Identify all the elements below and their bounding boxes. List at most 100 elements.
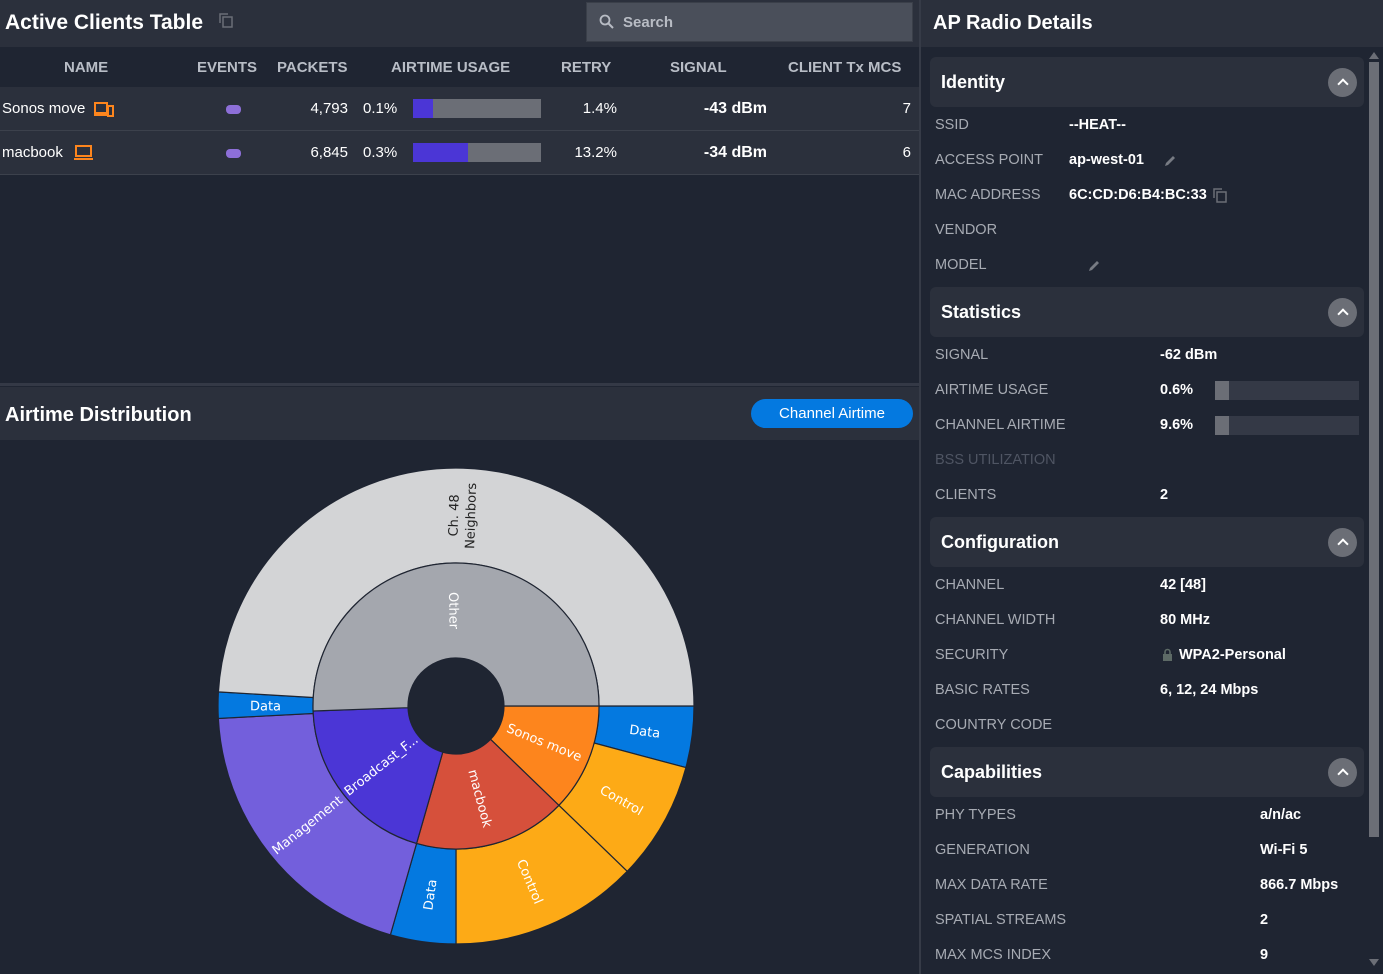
section-configuration[interactable]: Configuration — [930, 517, 1364, 567]
collapse-chevron-icon[interactable] — [1328, 528, 1357, 557]
label-line: Neighbors — [463, 482, 480, 549]
sunburst-chart: DataControlControlDataManagementDataCh. … — [217, 467, 695, 945]
col-packets[interactable]: PACKETS — [277, 59, 348, 76]
outer-label: Data — [250, 699, 281, 714]
copy-icon[interactable] — [1212, 187, 1228, 203]
inner-segment[interactable] — [489, 705, 600, 807]
field-label: CHANNEL — [935, 577, 1005, 593]
outer-label: Ch. 48Neighbors — [446, 482, 480, 549]
inner-segment[interactable] — [312, 562, 600, 712]
label-line: Other — [445, 592, 461, 630]
panel-splitter[interactable] — [919, 0, 921, 974]
packets: 6,845 — [310, 144, 348, 161]
field-value: 0.6% — [1160, 382, 1194, 398]
inner-segment[interactable] — [415, 738, 560, 850]
col-name[interactable]: NAME — [64, 59, 109, 76]
field-value: 866.7 Mbps — [1260, 877, 1339, 893]
scroll-down-icon[interactable] — [1368, 958, 1380, 968]
field-label: CLIENTS — [935, 487, 997, 503]
label-line: Data — [250, 699, 281, 714]
client-name[interactable]: Sonos move — [2, 100, 86, 117]
panel-divider[interactable] — [0, 383, 919, 386]
search-input[interactable] — [623, 3, 903, 41]
client-name[interactable]: macbook — [2, 144, 63, 161]
clients-header: Active Clients Table — [0, 0, 919, 47]
outer-label: Data — [421, 878, 440, 911]
field-value: -62 dBm — [1160, 347, 1218, 363]
field-label: BASIC RATES — [935, 682, 1030, 698]
field-value: 9.6% — [1160, 417, 1194, 433]
field-label: VENDOR — [935, 222, 998, 238]
collapse-chevron-icon[interactable] — [1328, 758, 1357, 787]
scrollbar[interactable] — [1368, 50, 1380, 972]
label-line: Data — [628, 723, 661, 742]
field-label: CHANNEL AIRTIME — [935, 417, 1066, 433]
field-value: Wi-Fi 5 — [1260, 842, 1308, 858]
col-signal[interactable]: SIGNAL — [670, 59, 727, 76]
field-value: 80 MHz — [1160, 612, 1210, 628]
col-retry[interactable]: RETRY — [561, 59, 612, 76]
active-clients-panel: Active Clients Table NAME EVENTS PACKETS… — [0, 0, 919, 945]
field-value: a/n/ac — [1260, 807, 1302, 823]
channel-airtime-button[interactable]: Channel Airtime — [751, 399, 913, 428]
inner-segment[interactable] — [312, 707, 444, 845]
retry: 1.4% — [582, 100, 617, 117]
airtime-usage-bar — [1215, 381, 1359, 400]
ap-header: AP Radio Details — [921, 0, 1383, 47]
table-row[interactable]: macbook 6,845 0.3% 13.2% -34 dBm 6 — [0, 131, 919, 175]
airtime-bar — [413, 99, 541, 118]
airtime-usage: 0.3% — [363, 144, 398, 161]
field-label: MAC ADDRESS — [935, 187, 1041, 203]
section-statistics[interactable]: Statistics — [930, 287, 1364, 337]
client-tx-mcs: 7 — [902, 100, 911, 117]
table-header: NAME EVENTS PACKETS AIRTIME USAGE RETRY … — [0, 47, 919, 87]
col-airtime[interactable]: AIRTIME USAGE — [391, 59, 511, 76]
field-value: 2 — [1160, 487, 1169, 503]
col-events[interactable]: EVENTS — [197, 59, 258, 76]
section-capabilities[interactable]: Capabilities — [930, 747, 1364, 797]
edit-pencil-icon[interactable] — [1163, 154, 1177, 168]
search-icon — [599, 14, 614, 29]
col-mcs[interactable]: CLIENT Tx MCS — [788, 59, 902, 76]
collapse-chevron-icon[interactable] — [1328, 298, 1357, 327]
signal: -34 dBm — [703, 144, 767, 161]
section-identity[interactable]: Identity — [930, 57, 1364, 107]
table-row[interactable]: Sonos move 4,793 0.1% 1.4% -43 dBm 7 — [0, 87, 919, 131]
panel-title: Active Clients Table — [5, 11, 204, 34]
field-value: 9 — [1260, 947, 1269, 963]
label-line: Ch. 48 — [447, 494, 463, 537]
field-label: SSID — [935, 117, 969, 133]
field-label: AIRTIME USAGE — [935, 382, 1049, 398]
field-value: 6, 12, 24 Mbps — [1160, 682, 1259, 698]
events-icon[interactable] — [226, 149, 241, 158]
field-label: BSS UTILIZATION — [935, 452, 1056, 468]
field-label: MODEL — [935, 257, 987, 273]
distribution-header: Airtime Distribution Channel Airtime — [0, 387, 919, 440]
field-value: --HEAT-- — [1069, 117, 1126, 133]
search-box[interactable] — [586, 2, 913, 42]
copy-icon[interactable] — [218, 12, 234, 28]
airtime-bar — [413, 143, 541, 162]
packets: 4,793 — [310, 100, 348, 117]
field-label: MAX MCS INDEX — [935, 947, 1052, 963]
scrollbar-thumb[interactable] — [1369, 62, 1379, 837]
channel-airtime-bar — [1215, 416, 1359, 435]
field-label: COUNTRY CODE — [935, 717, 1053, 733]
field-label: SPATIAL STREAMS — [935, 912, 1067, 928]
ap-title: AP Radio Details — [933, 12, 1093, 34]
section-title: Identity — [941, 72, 1006, 92]
events-icon[interactable] — [226, 105, 241, 114]
signal: -43 dBm — [703, 100, 767, 117]
scroll-up-icon[interactable] — [1368, 50, 1380, 60]
field-label: ACCESS POINT — [935, 152, 1043, 168]
field-value: 42 [48] — [1160, 577, 1206, 593]
lock-icon — [1163, 648, 1172, 661]
collapse-chevron-icon[interactable] — [1328, 68, 1357, 97]
label-line: Data — [421, 878, 440, 911]
edit-pencil-icon[interactable] — [1087, 259, 1101, 273]
speaker-device-icon — [94, 102, 114, 117]
retry: 13.2% — [574, 144, 617, 161]
laptop-icon — [74, 145, 93, 160]
field-label: CHANNEL WIDTH — [935, 612, 1056, 628]
field-value: ap-west-01 — [1069, 152, 1144, 168]
